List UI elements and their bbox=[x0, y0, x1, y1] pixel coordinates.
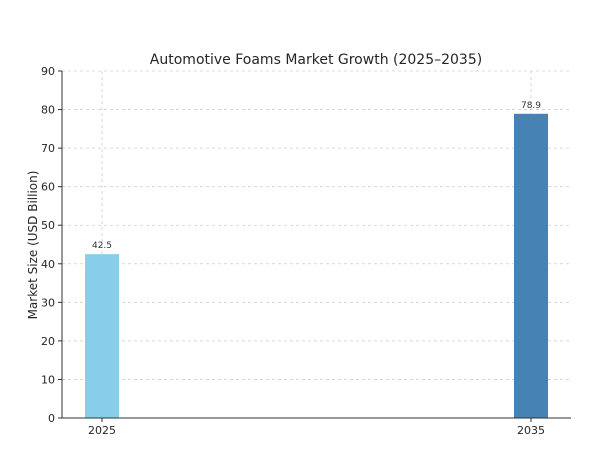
bars bbox=[85, 113, 548, 419]
axes bbox=[61, 71, 571, 419]
x-tick-label: 2025 bbox=[88, 424, 116, 437]
data-label-2025: 42.5 bbox=[92, 241, 112, 251]
y-tick-label: 60 bbox=[41, 181, 55, 194]
data-label-2035: 78.9 bbox=[521, 101, 541, 111]
y-tick-label: 20 bbox=[41, 335, 55, 348]
y-tick-label: 50 bbox=[41, 219, 55, 232]
bar-2035 bbox=[514, 113, 548, 419]
x-tick-label: 2035 bbox=[517, 424, 545, 437]
y-tick-label: 10 bbox=[41, 373, 55, 386]
y-tick-label: 80 bbox=[41, 104, 55, 117]
y-tick-label: 40 bbox=[41, 258, 55, 271]
x-ticks: 2025 2035 bbox=[88, 418, 545, 437]
y-ticks: 0 10 20 30 40 50 60 70 80 90 bbox=[41, 65, 62, 425]
data-labels: 42.5 78.9 bbox=[92, 101, 541, 251]
chart-title: Automotive Foams Market Growth (2025–203… bbox=[150, 52, 482, 68]
y-tick-label: 0 bbox=[48, 412, 55, 425]
y-tick-label: 90 bbox=[41, 65, 55, 78]
y-tick-label: 70 bbox=[41, 142, 55, 155]
bar-2025 bbox=[85, 254, 119, 418]
y-tick-label: 30 bbox=[41, 296, 55, 309]
grid bbox=[62, 70, 571, 419]
y-axis-label: Market Size (USD Billion) bbox=[26, 171, 40, 320]
